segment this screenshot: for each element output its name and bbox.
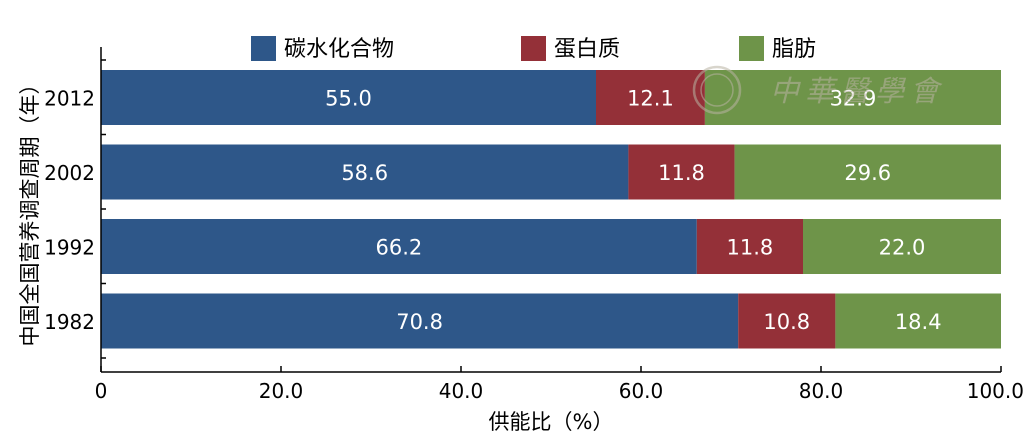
bar-segment xyxy=(803,219,1001,274)
data-label: 66.2 xyxy=(376,236,423,260)
data-label: 22.0 xyxy=(879,236,926,260)
y-tick-label: 2012 xyxy=(44,87,95,111)
x-tick-label: 40.0 xyxy=(439,379,484,403)
bar-segment xyxy=(704,70,1001,125)
data-label: 29.6 xyxy=(844,161,891,185)
legend-label: 脂肪 xyxy=(772,37,816,62)
bar-segment xyxy=(101,144,629,200)
bar-segment xyxy=(596,70,705,125)
x-tick-label: 80.0 xyxy=(799,379,844,403)
watermark-seal-inner-ring xyxy=(700,73,734,107)
x-ticks-group: 0 20.0 40.0 60.0 80.0 100.0 xyxy=(95,366,1024,403)
legend-label: 碳水化合物 xyxy=(284,37,394,62)
watermark-text: 中華醫學會 xyxy=(770,74,945,108)
y-axis-title: 中国全国营养调查周期（年） xyxy=(18,74,42,347)
data-label: 32.9 xyxy=(830,87,877,111)
bar-segment xyxy=(734,144,1001,200)
data-label: 18.4 xyxy=(895,310,942,334)
bar-segment xyxy=(628,144,735,200)
data-label: 11.8 xyxy=(658,161,705,185)
x-tick-label: 100.0 xyxy=(967,379,1024,403)
bar-segment xyxy=(738,293,836,349)
legend-swatch xyxy=(251,36,276,61)
data-label: 10.8 xyxy=(763,310,810,334)
y-tick-label: 1982 xyxy=(44,310,95,334)
bar-segment xyxy=(101,219,697,274)
x-tick-label: 60.0 xyxy=(619,379,664,403)
data-label: 58.6 xyxy=(341,161,388,185)
y-tick-label: 1992 xyxy=(44,236,95,260)
y-tick-label: 2002 xyxy=(44,161,95,185)
x-tick-label: 20.0 xyxy=(259,379,304,403)
x-axis-title: 供能比（%） xyxy=(489,410,614,434)
data-labels-group: 55.0 12.1 32.9 58.6 11.8 29.6 66.2 11.8 22.0 70.8… xyxy=(325,87,941,335)
data-label: 11.8 xyxy=(727,236,774,260)
legend: 碳水化合物 蛋白质 脂肪 xyxy=(251,36,816,62)
bar-segment xyxy=(101,293,739,349)
legend-label: 蛋白质 xyxy=(554,37,620,62)
bars-group xyxy=(101,70,1001,349)
x-tick-label: 0 xyxy=(95,379,108,403)
data-label: 70.8 xyxy=(396,310,443,334)
bar-segment xyxy=(835,293,1001,349)
watermark: 中華醫學會 xyxy=(692,65,945,115)
bar-segment xyxy=(696,219,803,274)
bar-segment xyxy=(101,70,596,125)
legend-swatch xyxy=(521,36,546,61)
legend-swatch xyxy=(739,36,764,61)
data-label: 12.1 xyxy=(627,87,674,111)
y-ticks-group: 2012 2002 1992 1982 xyxy=(44,59,106,359)
data-label: 55.0 xyxy=(325,87,372,111)
watermark-seal-icon xyxy=(692,65,742,115)
